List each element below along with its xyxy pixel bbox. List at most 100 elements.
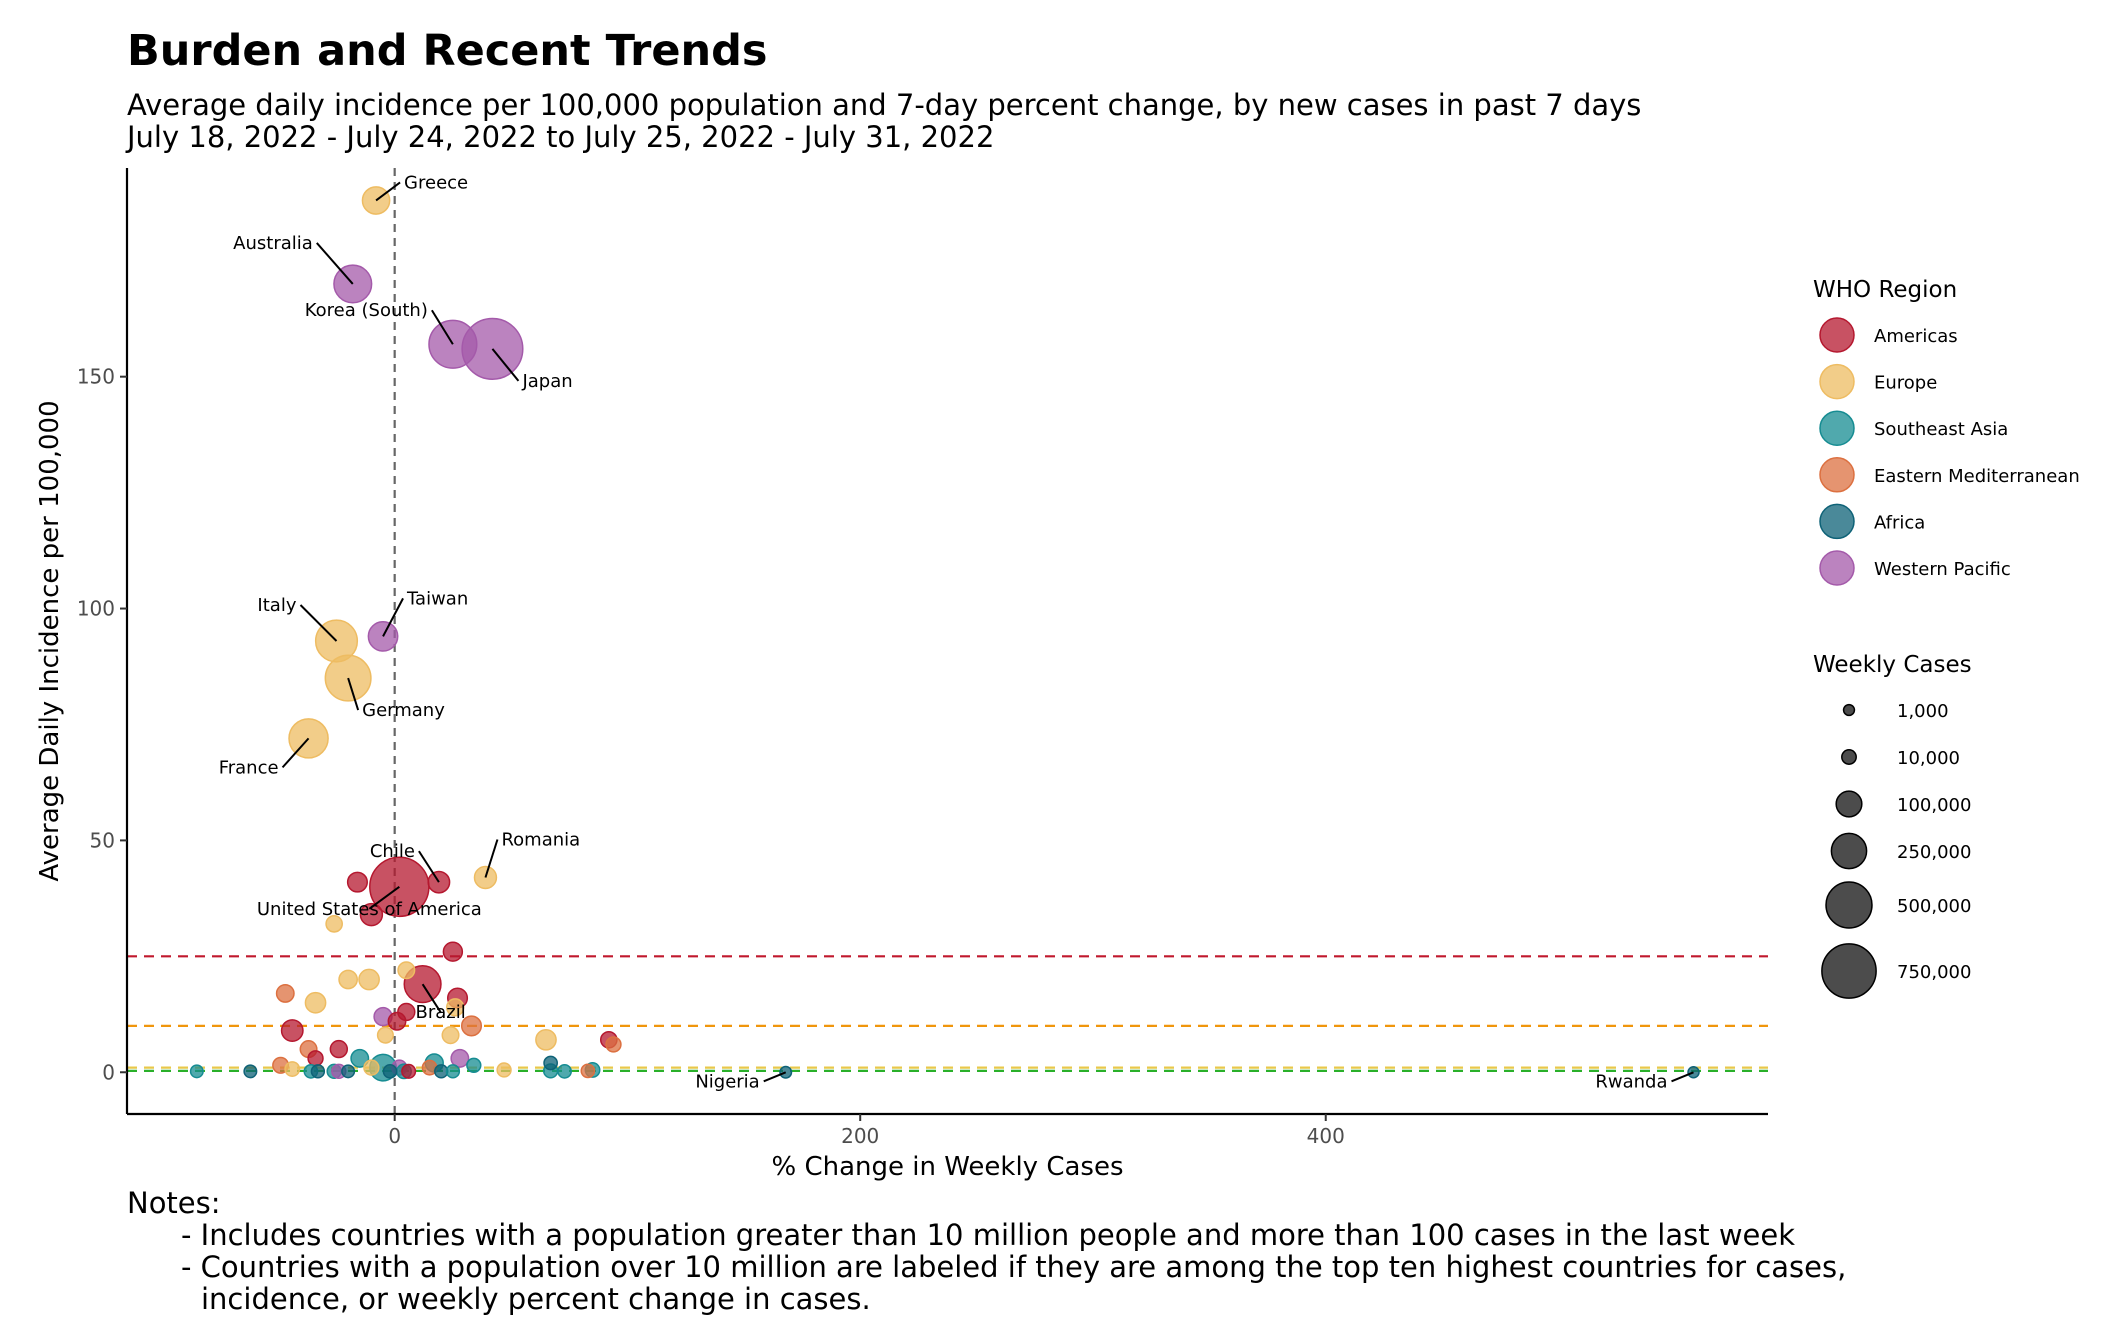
color-legend-key-0 [1819,317,1855,353]
leader-line-9 [484,839,499,878]
point-39 [450,1048,470,1068]
point-53 [557,1063,572,1079]
size-legend-key-4 [1825,881,1873,929]
y-tick-label-0: 0 [102,1060,115,1084]
note-2: - Countries with a population over 10 mi… [181,1250,1847,1284]
size-legend-key-3 [1830,832,1868,870]
x-axis-title: % Change in Weekly Cases [771,1152,1123,1182]
size-legend-label-2: 100,000 [1897,795,1971,816]
point-label-9: Romania [501,830,580,851]
subtitle-line-1: Average daily incidence per 100,000 popu… [127,88,1642,122]
x-tick-label-0: 0 [388,1124,401,1148]
color-legend-label-1: Europe [1874,373,1937,394]
point-label-3: Japan [521,371,572,392]
size-legend-label-3: 250,000 [1897,842,1971,863]
point-labels: Greece Australia Korea (South) Japan Italy Ta… [219,172,1668,1092]
color-legend-label-2: Southeast Asia [1874,419,2008,440]
notes-header: Notes: [127,1186,221,1220]
point-38 [350,1048,370,1068]
y-tick-label-2: 100 [77,597,115,621]
color-legend-key-3 [1819,457,1855,493]
point-25 [397,1002,416,1022]
point-19 [358,968,380,991]
notes: Notes: - Includes countries with a popul… [127,1187,1846,1315]
color-legend-label-4: Africa [1874,512,1925,533]
y-tick-label-3: 150 [77,365,115,389]
size-legend-label-0: 1,000 [1897,701,1949,722]
leader-line-13 [1671,1071,1694,1083]
leader-line-12 [763,1071,787,1083]
size-legend-label-4: 500,000 [1897,896,1971,917]
point-label-2: Korea (South) [305,300,428,321]
point-30 [376,1026,394,1044]
point-41 [543,1055,558,1071]
leader-line-7 [281,737,310,769]
point-5 [367,620,399,652]
point-29 [280,1019,304,1042]
color-legend-key-5 [1819,550,1855,586]
leader-line-5 [382,597,404,637]
size-legend-key-1 [1841,749,1857,765]
size-legend-key-0 [1842,703,1856,717]
point-17 [442,941,464,962]
y-tick-label-1: 50 [90,828,115,852]
point-51 [580,1063,596,1079]
point-34 [605,1036,622,1053]
point-28 [460,1015,483,1037]
leader-line-1 [316,242,354,285]
point-37 [307,1050,324,1067]
leader-line-0 [375,181,401,202]
axes: 0 200 400 0 50 100 150 % Change in Weekly Cases… [35,168,1768,1182]
x-tick-label-1: 200 [841,1124,879,1148]
point-31 [441,1026,460,1045]
point-16 [325,915,343,933]
point-23 [304,991,327,1014]
point-47 [284,1061,301,1077]
point-label-11: Brazil [415,1002,465,1023]
color-legend-key-1 [1819,363,1855,400]
leader-line-10 [368,885,400,910]
leader-line-4 [299,604,338,642]
point-label-12: Nigeria [695,1071,759,1092]
point-14 [346,871,368,893]
leader-line-3 [491,348,520,382]
leader-line-8 [418,850,440,883]
point-label-8: Chile [370,841,415,862]
point-label-10: United States of America [257,899,482,920]
size-legend-label-5: 750,000 [1897,962,1971,983]
point-36 [329,1039,349,1059]
point-15 [359,902,384,927]
subtitle-line-2: July 18, 2022 - July 24, 2022 to July 25… [127,120,995,154]
note-1: - Includes countries with a population g… [181,1218,1796,1252]
point-61 [382,1063,398,1079]
size-legend-label-1: 10,000 [1897,748,1960,769]
point-45 [363,1059,380,1076]
point-20 [338,969,358,990]
label-leader-lines [281,181,1694,1083]
point-18 [397,961,416,980]
point-55 [243,1064,258,1079]
leader-line-2 [431,309,454,345]
point-21 [275,983,295,1003]
point-24 [445,998,465,1017]
point-54 [189,1064,204,1079]
color-legend-label-0: Americas [1874,326,1958,347]
note-2-continued: incidence, or weekly percent change in c… [201,1282,871,1316]
color-legend-label-3: Eastern Mediterranean [1874,466,2080,487]
size-legend-title: Weekly Cases [1813,652,1972,678]
point-label-6: Germany [362,700,445,721]
point-63 [401,1063,417,1079]
leader-line-6 [347,677,360,711]
color-legend-label-5: Western Pacific [1874,559,2011,580]
point-49 [496,1062,512,1078]
point-65 [445,1064,461,1079]
color-legend-title: WHO Region [1813,277,1957,303]
point-label-4: Italy [257,595,296,616]
chart-title: Burden and Recent Trends [127,26,768,76]
point-57 [310,1064,326,1079]
point-32 [535,1028,557,1051]
point-60 [341,1064,356,1079]
leader-line-11 [421,983,442,1013]
x-tick-label-2: 400 [1307,1124,1345,1148]
size-legend-key-2 [1835,790,1863,818]
